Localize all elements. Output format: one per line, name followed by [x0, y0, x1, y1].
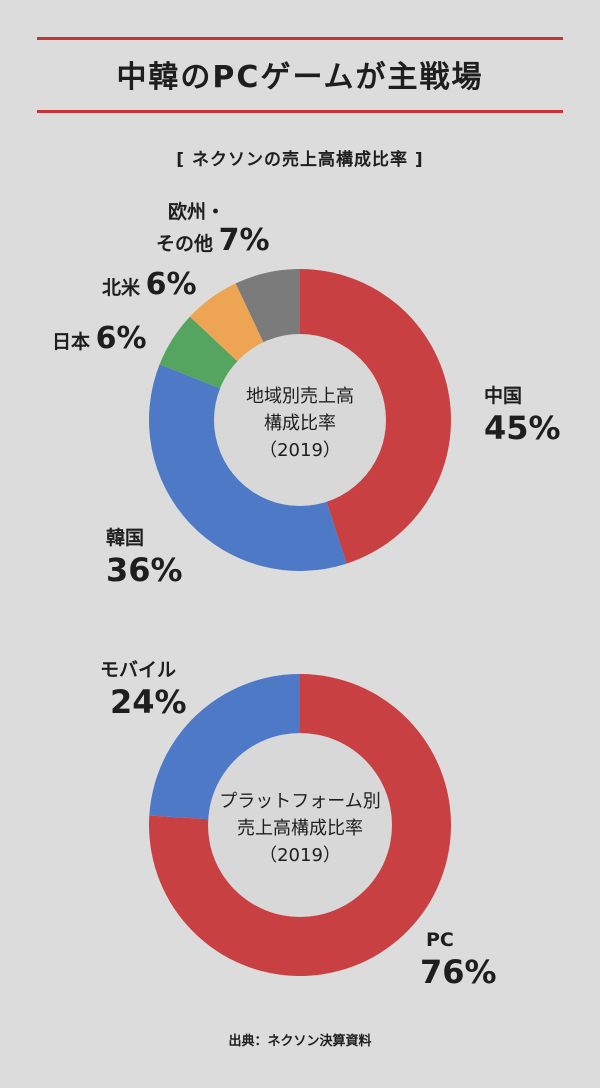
label-eu-pct: 7% — [218, 222, 270, 258]
label-korea: 韓国 36% — [106, 527, 183, 589]
label-korea-name: 韓国 — [106, 527, 145, 549]
region-center-line-1: 地域別売上高 — [246, 386, 354, 407]
label-mobile-pct: 24% — [110, 682, 187, 721]
platform-center-hole — [208, 733, 392, 917]
region-center-label: 地域別売上高 構成比率 （2019） — [220, 383, 380, 464]
label-mobile-name: モバイル — [100, 659, 177, 681]
region-center-line-2: 構成比率 — [264, 413, 336, 434]
top-rule — [37, 37, 563, 40]
label-japan-name: 日本 — [52, 331, 91, 353]
label-japan-pct: 6% — [95, 321, 147, 356]
label-china-pct: 45% — [484, 408, 561, 447]
region-center-line-3: （2019） — [259, 440, 341, 461]
label-china-name: 中国 — [484, 385, 523, 407]
label-eu-name-1: 欧州・ — [168, 201, 226, 223]
platform-center-line-2: 売上高構成比率 — [237, 818, 363, 839]
platform-center-line-3: （2019） — [259, 845, 341, 866]
platform-center-label: プラットフォーム別 売上高構成比率 （2019） — [200, 788, 400, 869]
label-na-pct: 6% — [145, 267, 197, 302]
label-korea-pct: 36% — [106, 550, 183, 589]
label-pc-name: PC — [426, 929, 454, 951]
label-na-name: 北米 — [102, 277, 141, 299]
label-china: 中国 45% — [484, 385, 561, 447]
platform-center-line-1: プラットフォーム別 — [219, 791, 381, 812]
label-mobile: モバイル 24% — [100, 659, 187, 721]
label-japan: 日本 6% — [52, 321, 147, 357]
label-europe-other: 欧州・ その他 7% — [156, 201, 270, 258]
bottom-rule — [37, 110, 563, 113]
label-eu-name-2: その他 — [156, 232, 214, 255]
label-pc-pct: 76% — [420, 952, 497, 991]
label-north-america: 北米 6% — [102, 267, 197, 303]
source-note: 出典：ネクソン決算資料 — [228, 1034, 372, 1049]
chart-title: 中韓のPCゲームが主戦場 — [116, 60, 484, 95]
chart-subtitle: [ ネクソンの売上高構成比率 ] — [176, 150, 424, 170]
label-pc: PC 76% — [420, 929, 497, 991]
region-center-hole — [214, 334, 386, 506]
